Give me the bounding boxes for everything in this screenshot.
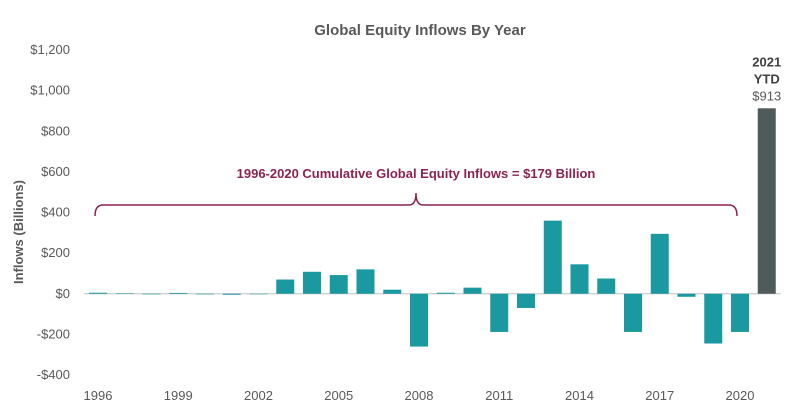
x-tick-label: 2011 [485, 388, 513, 403]
bar-2014 [570, 264, 589, 294]
y-axis-label: Inflows (Billions) [11, 180, 26, 284]
bar-1998 [142, 293, 161, 295]
y-tick-label: $800 [41, 123, 70, 138]
x-tick-label: 2014 [565, 388, 594, 403]
bar-2019 [704, 293, 723, 344]
x-tick-label: 2008 [405, 388, 434, 403]
bar-2021 [757, 108, 776, 294]
x-tick-label: 2005 [324, 388, 353, 403]
bar-2017 [650, 233, 669, 294]
y-tick-label: $1,200 [30, 42, 70, 57]
bar-2001 [222, 293, 241, 295]
y-tick-label: $1,000 [30, 83, 70, 98]
bar-2015 [597, 278, 616, 294]
x-tick-label: 2020 [726, 388, 755, 403]
bar-1997 [115, 293, 134, 294]
chart-title: Global Equity Inflows By Year [314, 22, 526, 39]
bar-2007 [383, 289, 402, 294]
bar-2010 [463, 287, 482, 294]
bar-2018 [677, 293, 696, 297]
y-tick-label: $0 [56, 286, 70, 301]
y-axis-ticks: -$400 -$200 $0 $200 $400 $600 $800 $1,000 $1,200 [30, 42, 70, 382]
y-tick-label: $600 [41, 164, 70, 179]
bar-2012 [517, 293, 535, 308]
y-tick-label: $200 [41, 245, 70, 260]
bar-series [89, 108, 776, 347]
bar-2016 [624, 293, 642, 332]
bar-2020 [731, 293, 749, 332]
x-tick-label: 2002 [244, 388, 273, 403]
x-axis-ticks: 1996 1999 2002 2005 2008 2011 2014 2017 2020 [84, 388, 755, 403]
ytd-value-label: $913 [752, 88, 781, 103]
ytd-year-label: 2021 [752, 54, 781, 69]
ytd-label: YTD [754, 71, 780, 86]
y-tick-label: -$200 [37, 326, 70, 341]
x-tick-label: 1996 [84, 388, 113, 403]
x-tick-label: 1999 [164, 388, 193, 403]
cumulative-brace [94, 192, 738, 217]
bar-2011 [490, 293, 509, 332]
bar-2008 [410, 293, 428, 347]
bar-1996 [89, 292, 107, 294]
bar-2004 [303, 271, 321, 294]
cumulative-annotation: 1996-2020 Cumulative Global Equity Inflo… [237, 166, 596, 181]
bar-1999 [169, 292, 188, 294]
bar-2013 [543, 220, 562, 294]
bar-2005 [329, 275, 348, 294]
x-tick-label: 2017 [645, 388, 674, 403]
bar-2000 [196, 293, 214, 295]
bar-2003 [276, 279, 295, 294]
y-tick-label: -$400 [37, 367, 70, 382]
y-tick-label: $400 [41, 205, 70, 220]
bar-2009 [436, 292, 455, 294]
bar-2006 [356, 269, 375, 294]
bar-2002 [249, 293, 268, 295]
